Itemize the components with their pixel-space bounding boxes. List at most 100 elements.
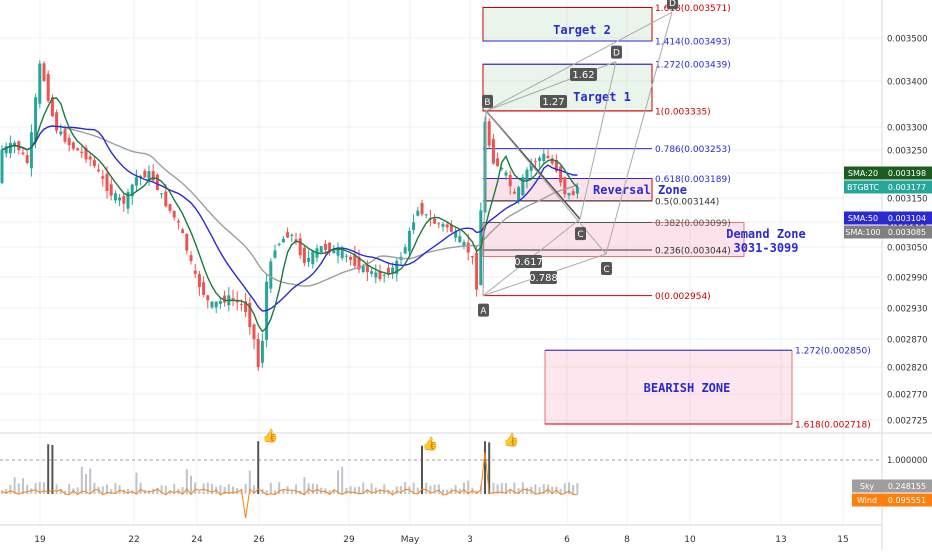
- point-label-text: D: [613, 49, 620, 59]
- badge-name-bg: [844, 225, 882, 239]
- candle-body: [382, 274, 386, 276]
- candle-body: [210, 301, 214, 308]
- zones-layer: Target 2 Target 1 Reversal Zone Demand Zone…: [482, 6, 806, 425]
- fib-label-lower: 1.272(0.002850): [795, 347, 871, 357]
- candle-body: [88, 156, 92, 160]
- ratio-label-bg: [530, 271, 557, 284]
- candle-body: [235, 300, 239, 303]
- badge-name-bg: [852, 493, 882, 507]
- candle-body: [504, 172, 508, 176]
- badge-value-text: 0.095551: [888, 496, 926, 505]
- time-tick-label: 10: [684, 535, 696, 545]
- candle-body: [80, 151, 84, 153]
- candle-body: [290, 234, 294, 236]
- point-label-a: A: [478, 303, 489, 317]
- ratio-label: 0.617: [514, 255, 543, 268]
- reversal-zone-label: Reversal Zone: [593, 183, 687, 197]
- price-tick-label: 0.003300: [887, 124, 928, 134]
- candle-body: [365, 265, 369, 273]
- candle-body: [244, 301, 248, 313]
- candle-body: [25, 155, 29, 163]
- candle-body: [34, 97, 38, 141]
- candle-body: [529, 162, 533, 171]
- candle-body: [197, 274, 201, 288]
- sma-20-line: [1, 97, 578, 333]
- price-tick-label: 0.003500: [887, 35, 928, 45]
- candle-body: [147, 171, 151, 180]
- candle-body: [0, 149, 4, 184]
- candle-body: [42, 63, 46, 81]
- time-tick-label: 19: [34, 535, 46, 545]
- candle-body: [407, 230, 411, 252]
- candle-body: [538, 157, 542, 161]
- time-tick-label: 22: [128, 535, 139, 545]
- candle-body: [458, 236, 462, 243]
- candle-body: [256, 338, 260, 368]
- candle-body: [559, 166, 563, 183]
- candle-body: [517, 187, 521, 202]
- candle-body: [160, 193, 164, 195]
- ratio-label-text: 1.27: [542, 97, 564, 108]
- candle-body: [433, 218, 437, 224]
- candle-body: [462, 242, 466, 246]
- candle-body: [403, 247, 407, 254]
- candle-body: [412, 222, 416, 230]
- point-label-d: D: [611, 45, 622, 59]
- point-label-bg: [478, 303, 489, 317]
- candle-body: [269, 261, 273, 289]
- candle-body: [336, 248, 340, 256]
- candle-body: [76, 148, 80, 151]
- candle-body: [424, 214, 428, 216]
- candle-body: [496, 158, 500, 167]
- candle-body: [122, 196, 126, 204]
- candle-body: [231, 298, 235, 300]
- candle-body: [260, 340, 264, 363]
- candle-body: [323, 243, 327, 251]
- candle-body: [567, 192, 571, 196]
- point-label-bg: [601, 262, 612, 275]
- candle-body: [521, 177, 525, 196]
- thumbs-up-icon: 👍: [422, 436, 438, 452]
- candle-body: [239, 303, 243, 305]
- candle-body: [185, 233, 189, 251]
- badge-name-bg: [844, 166, 882, 180]
- candle-body: [118, 197, 122, 201]
- point-label-bg: [482, 94, 493, 108]
- candle-body: [155, 174, 159, 191]
- fib-label: 0.236(0.003044): [655, 247, 731, 257]
- badge-name-bg: [844, 180, 882, 194]
- time-tick-label: 26: [253, 535, 265, 545]
- price-tick-label: 0.002725: [887, 417, 928, 427]
- volume-badge-wind: Wind 0.095551: [852, 493, 932, 507]
- fib-label: 0.382(0.003099): [655, 219, 731, 229]
- candle-body: [563, 177, 567, 195]
- candle-body: [571, 191, 575, 196]
- candle-body: [252, 324, 256, 340]
- candle-body: [487, 121, 491, 146]
- candle-body: [84, 147, 88, 160]
- badge-name-bg: [844, 211, 882, 225]
- candle-body: [168, 204, 172, 211]
- point-label-c: C: [575, 227, 586, 241]
- moving-averages-layer: [1, 97, 578, 333]
- candle-body: [46, 74, 50, 101]
- pattern-leg-ab: [482, 110, 487, 296]
- badge-name-text: Wind: [857, 496, 877, 505]
- badge-sma50: SMA:50 0.003104: [844, 211, 932, 225]
- candle-body: [357, 256, 361, 270]
- candle-body: [113, 193, 117, 201]
- demand-zone-label: Demand Zone: [726, 227, 805, 241]
- point-label-bg: [575, 227, 586, 241]
- candle-body: [134, 177, 138, 186]
- time-tick-label: 13: [775, 535, 786, 545]
- candle-body: [441, 224, 445, 227]
- candle-body: [302, 247, 306, 264]
- fib-label: 0.786(0.003253): [655, 145, 731, 155]
- candle-body: [546, 155, 550, 159]
- badge-name-text: Sky: [860, 482, 874, 491]
- candle-body: [575, 187, 579, 194]
- ratio-label: 1.27: [540, 95, 567, 108]
- candle-body: [281, 238, 285, 243]
- candle-body: [50, 97, 54, 117]
